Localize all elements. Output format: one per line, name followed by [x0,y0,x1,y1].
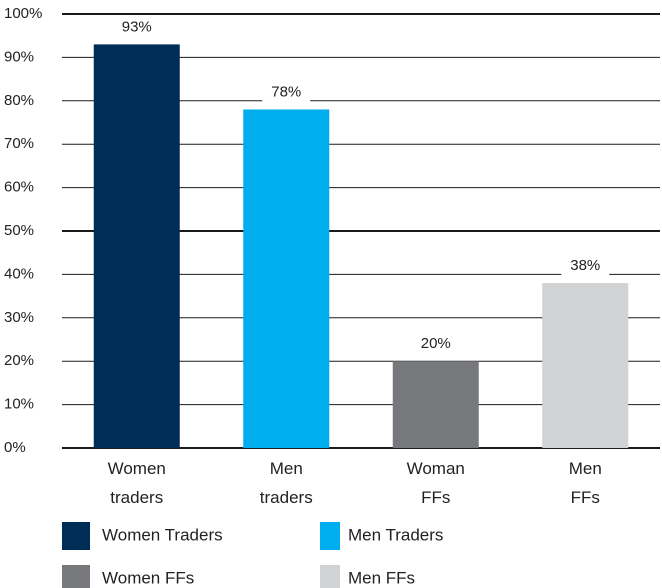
y-tick-label: 70% [4,135,34,152]
y-tick-label: 100% [4,5,42,22]
legend-label: Men Traders [348,525,443,544]
y-tick-label: 30% [4,309,34,326]
legend-swatch [320,522,340,550]
y-tick-label: 20% [4,352,34,369]
legend-label: Women Traders [102,525,223,544]
value-label-bg [112,16,161,37]
y-tick-label: 80% [4,92,34,109]
y-tick-label: 50% [4,222,34,239]
legend-label: Men FFs [348,568,415,587]
y-tick-label: 40% [4,265,34,282]
bar [542,283,629,448]
y-tick-label: 10% [4,396,34,413]
value-label: 78% [271,83,301,100]
value-label: 38% [570,257,600,274]
x-tick-label: Women traders [107,459,166,507]
bar [243,109,330,448]
bar [93,44,180,448]
value-label-bg [411,333,460,354]
value-label-bg [262,81,311,102]
x-tick-label: Woman FFs [406,459,465,507]
legend-swatch [62,522,90,550]
value-label: 20% [421,335,451,352]
x-tick-label: Men traders [259,459,313,507]
x-tick-label: Men FFs [568,459,602,507]
legend-swatch [62,565,90,588]
bar [392,361,479,448]
legend-swatch [320,565,340,588]
value-label: 93% [122,18,152,35]
legend-label: Women FFs [102,568,194,587]
y-tick-label: 0% [4,439,26,456]
y-tick-label: 60% [4,179,34,196]
value-label-bg [561,255,610,276]
y-tick-label: 90% [4,48,34,65]
